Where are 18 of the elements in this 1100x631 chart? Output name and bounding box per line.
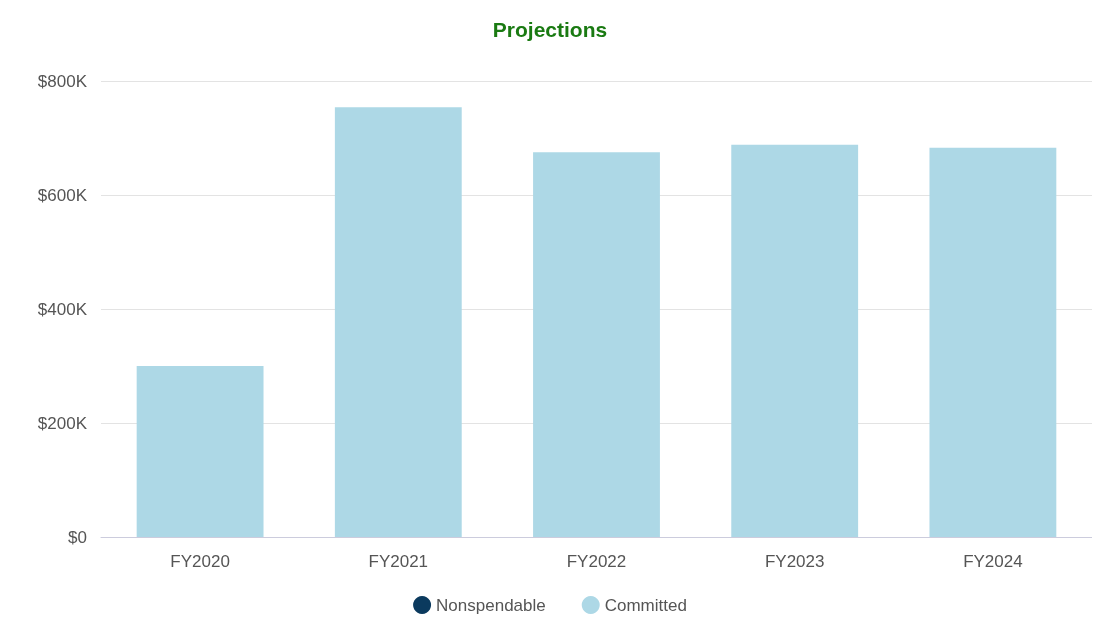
- legend-label: Committed: [604, 595, 687, 615]
- bar: [731, 144, 859, 537]
- bar: [533, 152, 660, 537]
- x-tick-label: FY2024: [963, 552, 1023, 571]
- y-tick-label: $600K: [37, 185, 88, 205]
- bar: [334, 107, 462, 537]
- bar: [136, 366, 264, 537]
- chart-title: Projections: [492, 18, 608, 41]
- legend-label: Nonspendable: [436, 595, 546, 615]
- y-tick-label: $800K: [37, 71, 88, 91]
- y-tick-label: $400K: [37, 299, 88, 319]
- x-tick-label: FY2023: [764, 552, 825, 571]
- y-tick-label: $200K: [37, 413, 88, 433]
- y-tick-label: $0: [68, 527, 87, 547]
- x-tick-label: FY2022: [566, 552, 627, 571]
- bar: [929, 147, 1057, 537]
- x-tick-label: FY2020: [170, 552, 230, 571]
- x-tick-label: FY2021: [368, 552, 429, 571]
